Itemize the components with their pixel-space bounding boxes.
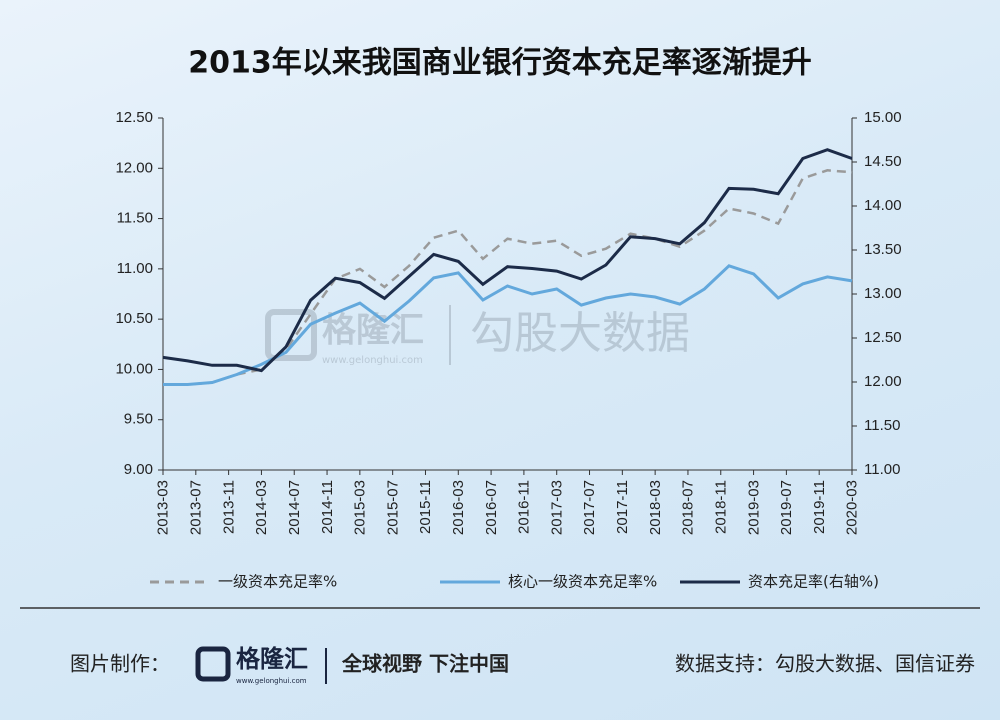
x-tick-label: 2018-11: [712, 480, 729, 534]
source: 数据支持：勾股大数据、国信证券: [675, 652, 975, 676]
x-tick-label: 2013-11: [220, 480, 237, 534]
maker-label: 图片制作：: [70, 652, 170, 676]
y-tick-label: 9.00: [124, 461, 153, 478]
x-tick-label: 2015-03: [352, 480, 369, 535]
x-tick-label: 2019-07: [778, 480, 795, 535]
x-tick-label: 2017-07: [581, 480, 598, 535]
y2-tick-label: 13.50: [864, 241, 902, 258]
brand-url: www.gelonghui.com: [236, 677, 307, 685]
slogan: 全球视野 下注中国: [341, 652, 509, 676]
x-tick-label: 2020-03: [844, 480, 861, 535]
x-tick-label: 2016-07: [483, 480, 500, 535]
chart-title: 2013年以来我国商业银行资本充足率逐渐提升: [188, 46, 812, 81]
x-tick-label: 2019-11: [811, 480, 828, 534]
watermark-url: www.gelonghui.com: [322, 355, 423, 366]
y-tick-label: 9.50: [124, 411, 153, 428]
watermark-logo: [265, 309, 317, 361]
y2-tick-label: 14.50: [864, 153, 902, 170]
x-tick-label: 2015-11: [417, 480, 434, 534]
x-tick-label: 2017-11: [614, 480, 631, 534]
y-tick-label: 12.50: [115, 109, 153, 126]
x-tick-label: 2018-03: [647, 480, 664, 535]
watermark: 格隆汇 www.gelonghui.com 勾股大数据: [265, 305, 690, 366]
x-tick-label: 2014-03: [253, 480, 270, 535]
y2-tick-label: 11.50: [864, 417, 900, 434]
brand-logo: [195, 646, 231, 682]
y-tick-label: 10.00: [115, 360, 153, 377]
x-tick-label: 2014-11: [319, 480, 336, 534]
legend-label: 一级资本充足率%: [218, 573, 337, 591]
watermark-text: 勾股大数据: [470, 308, 690, 359]
y2-tick-label: 15.00: [864, 109, 902, 126]
x-tick-label: 2013-03: [155, 480, 172, 535]
legend-label: 核心一级资本充足率%: [508, 573, 657, 591]
x-tick-label: 2017-03: [548, 480, 565, 535]
x-tick-label: 2013-07: [188, 480, 205, 535]
x-tick-label: 2016-11: [516, 480, 533, 534]
y2-tick-label: 14.00: [864, 197, 902, 214]
x-tick-label: 2015-07: [384, 480, 401, 535]
x-tick-label: 2019-03: [745, 480, 762, 535]
x-tick-label: 2016-03: [450, 480, 467, 535]
y2-tick-label: 13.00: [864, 285, 902, 302]
y-tick-label: 11.00: [117, 260, 153, 277]
y2-tick-label: 11.00: [864, 461, 900, 478]
legend-label: 资本充足率(右轴%): [748, 573, 879, 591]
y-tick-label: 11.50: [117, 210, 153, 227]
series-line: [162, 148, 853, 373]
x-tick-label: 2018-07: [680, 480, 697, 535]
y2-tick-label: 12.00: [864, 373, 902, 390]
x-tick-label: 2014-07: [286, 480, 303, 535]
y-tick-label: 12.00: [115, 159, 153, 176]
y-tick-label: 10.50: [115, 310, 153, 327]
y2-tick-label: 12.50: [864, 329, 902, 346]
brand: 格隆汇: [236, 645, 308, 673]
watermark-brand: 格隆汇: [322, 311, 424, 351]
